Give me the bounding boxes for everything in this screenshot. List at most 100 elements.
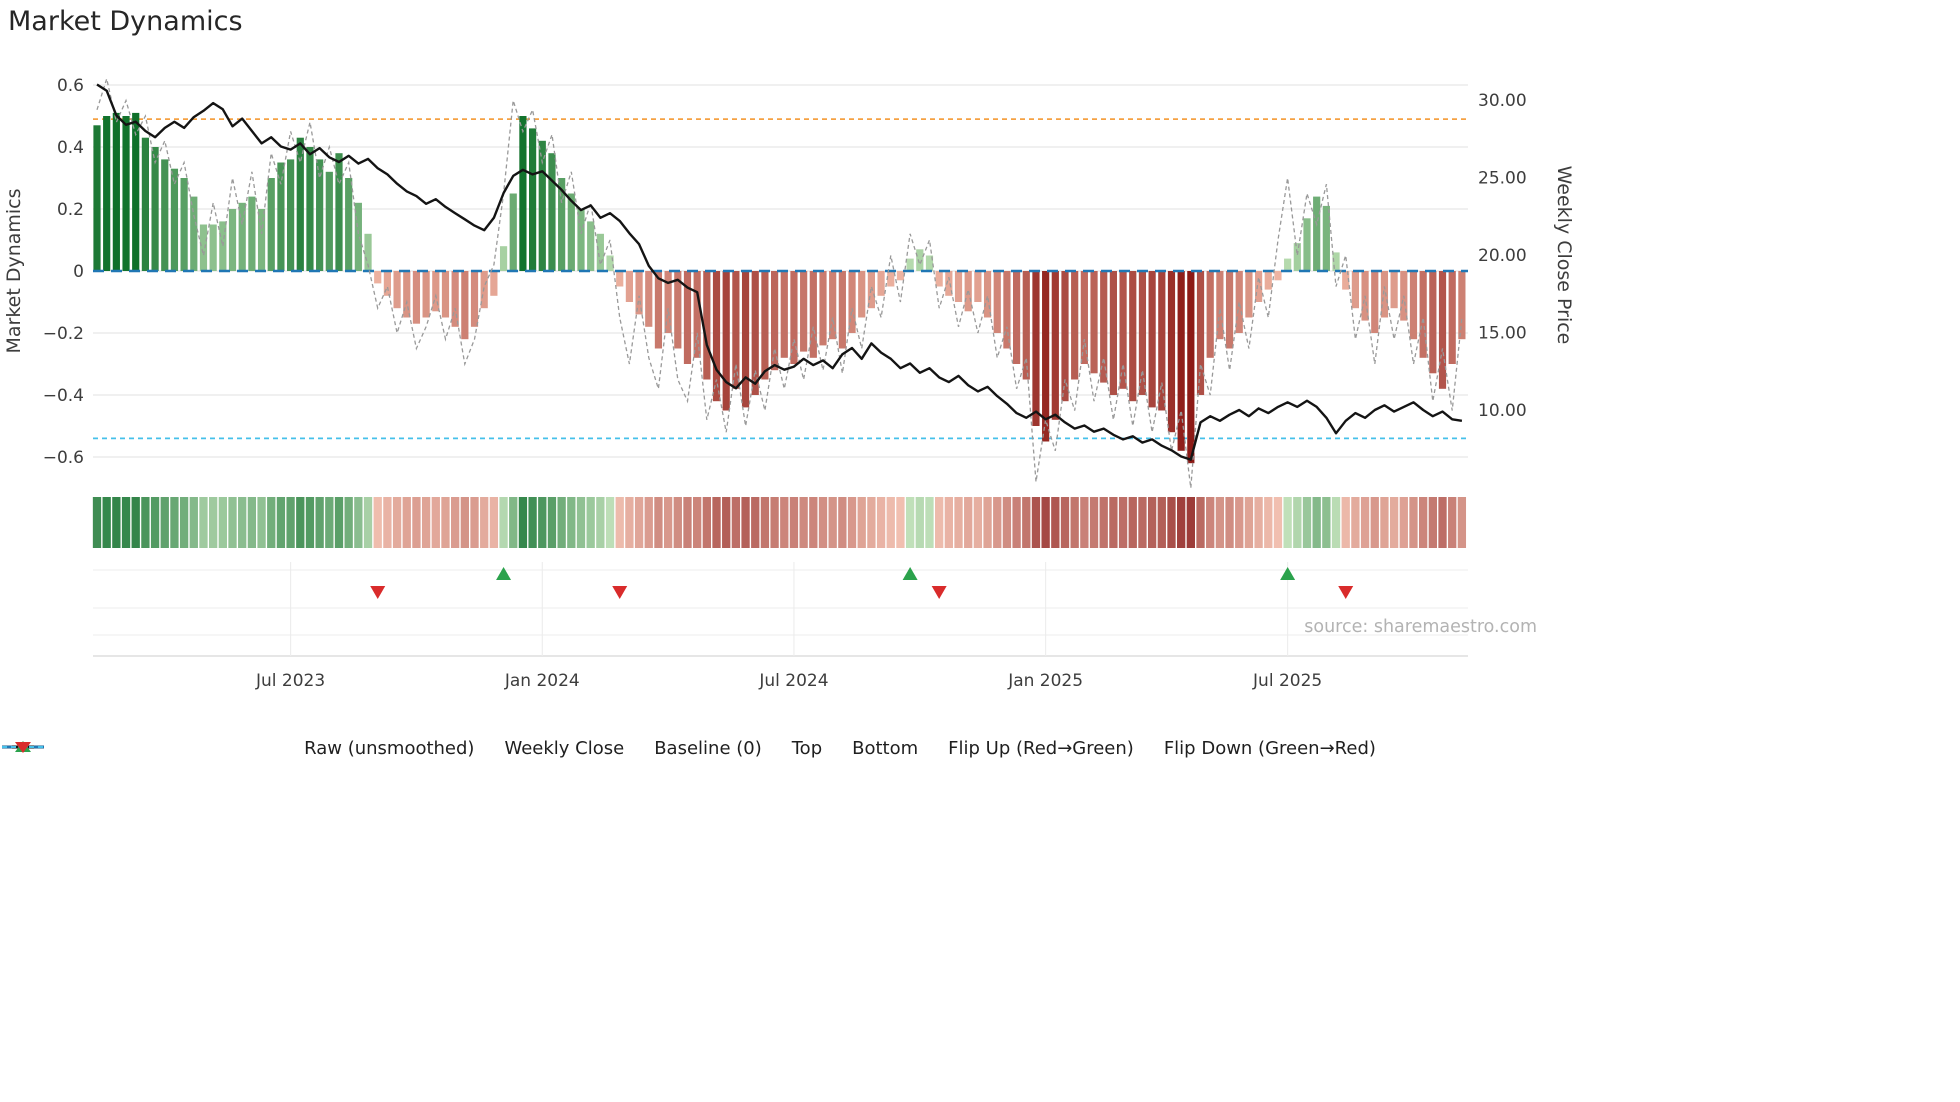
heatmap-cell — [1031, 497, 1041, 548]
dynamics-bar — [1167, 271, 1176, 433]
dynamics-bar — [209, 224, 217, 271]
heatmap-cell — [751, 497, 760, 548]
dynamics-bar — [1100, 271, 1108, 383]
dynamics-bar — [809, 271, 817, 358]
x-tick-label: Jul 2024 — [758, 671, 828, 691]
dynamics-bar — [122, 116, 130, 271]
dynamics-bar — [354, 202, 362, 271]
dynamics-bar — [722, 271, 730, 411]
heatmap-cell — [150, 497, 160, 548]
heatmap-cell — [499, 497, 508, 548]
dynamics-bar — [1138, 271, 1147, 395]
heatmap-cell — [276, 497, 286, 548]
heatmap-cell — [1293, 497, 1302, 548]
dynamics-bar — [1245, 271, 1253, 318]
heatmap-cell — [392, 497, 402, 548]
heatmap-cell — [1109, 497, 1118, 548]
y-right-tick-label: 30.00 — [1478, 91, 1527, 111]
heatmap-cell — [1080, 497, 1089, 548]
heatmap-cell — [586, 497, 595, 548]
dynamics-bar — [625, 271, 633, 302]
heatmap-cell — [1273, 497, 1283, 548]
heatmap-cell — [576, 497, 586, 548]
dynamics-bar — [499, 246, 508, 271]
heatmap-cell — [480, 497, 489, 548]
heatmap-cell — [538, 497, 547, 548]
heatmap-cell — [789, 497, 799, 548]
legend-item-flip-down: Flip Down (Green→Red) — [15, 738, 1376, 759]
heatmap-cell — [1244, 497, 1254, 548]
dynamics-bar — [1293, 243, 1301, 271]
dynamics-bar — [1235, 271, 1243, 333]
page-title: Market Dynamics — [8, 6, 243, 37]
heatmap-cell — [209, 497, 218, 548]
heatmap-cell — [1302, 497, 1312, 548]
dynamics-bar — [441, 271, 450, 318]
dynamics-bar — [393, 271, 401, 309]
dynamics-bar — [509, 193, 517, 271]
heatmap-cell — [489, 497, 499, 548]
y-right-tick-label: 15.00 — [1478, 324, 1527, 344]
dynamics-bar — [1332, 252, 1340, 271]
dynamics-bar — [587, 221, 595, 271]
heatmap-cell — [1351, 497, 1360, 548]
dynamics-bar — [461, 271, 469, 340]
heatmap-cell — [799, 497, 808, 548]
chart-legend: Raw (unsmoothed) Weekly Close Baseline (0)… — [0, 738, 1680, 759]
dynamics-bar — [790, 271, 798, 364]
heatmap-cell — [615, 497, 624, 548]
dynamics-bar — [800, 271, 808, 352]
dynamics-bar — [538, 140, 546, 271]
y-left-tick-label: 0 — [73, 262, 84, 282]
heatmap-cell — [1138, 497, 1147, 548]
dynamics-bar — [1351, 271, 1359, 309]
dynamics-bar — [567, 193, 575, 271]
dynamics-bar — [1080, 271, 1088, 364]
heatmap-cell — [1264, 497, 1273, 548]
heatmap-cell — [199, 497, 208, 548]
heatmap-cell — [886, 497, 895, 548]
heatmap-cell — [847, 497, 857, 548]
y-left-tick-label: −0.6 — [43, 448, 84, 468]
dynamics-bar — [190, 196, 198, 271]
dynamics-bar — [751, 271, 759, 395]
heatmap-cell — [567, 497, 576, 548]
heatmap-cell — [760, 497, 770, 548]
dynamics-bar — [335, 153, 343, 271]
dynamics-bar — [1187, 271, 1195, 464]
dynamics-bar — [1448, 271, 1456, 364]
heatmap-cell — [247, 497, 257, 548]
dynamics-bar — [1061, 271, 1069, 402]
heatmap-cell — [702, 497, 711, 548]
dynamics-bar — [490, 271, 498, 296]
heatmap-cell — [1128, 497, 1137, 548]
dynamics-bar — [935, 271, 943, 287]
heatmap-cell — [741, 497, 750, 548]
heatmap-cell — [441, 497, 450, 548]
heatmap-cell — [102, 497, 111, 548]
dynamics-bar — [558, 178, 566, 271]
dynamics-bar — [141, 137, 149, 271]
heatmap-cell — [112, 497, 121, 548]
dynamics-bar — [664, 271, 672, 333]
heatmap-cell — [421, 497, 431, 548]
dynamics-bar — [916, 249, 924, 271]
heatmap-cell — [1331, 497, 1341, 548]
heatmap-cell — [944, 497, 953, 548]
heatmap-cell — [1341, 497, 1350, 548]
heatmap-cell — [712, 497, 721, 548]
dynamics-bar — [858, 271, 866, 318]
y-right-tick-label: 10.00 — [1478, 401, 1527, 421]
heatmap-cell — [228, 497, 237, 548]
heatmap-cell — [160, 497, 169, 548]
dynamics-bar — [877, 271, 885, 296]
dynamics-bar — [306, 147, 314, 271]
dynamics-bar — [1322, 205, 1330, 271]
dynamics-bar — [219, 221, 227, 271]
heatmap-cell — [838, 497, 847, 548]
heatmap-cell — [780, 497, 789, 548]
heatmap-cell — [828, 497, 837, 548]
heatmap-cell — [383, 497, 392, 548]
dynamics-bar — [635, 271, 643, 315]
